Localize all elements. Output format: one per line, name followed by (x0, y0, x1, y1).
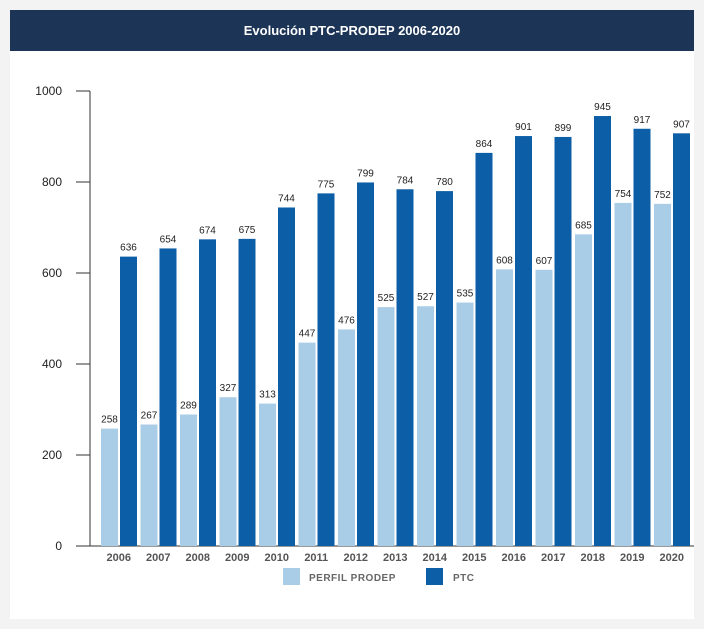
bar-perfil-prodep (417, 306, 434, 546)
data-label: 907 (673, 119, 690, 130)
data-label: 654 (160, 234, 177, 245)
legend-swatch (283, 568, 300, 585)
data-label: 327 (220, 383, 237, 394)
x-tick-label: 2019 (620, 552, 644, 564)
data-label: 535 (457, 289, 474, 300)
data-label: 675 (239, 225, 256, 236)
x-tick-label: 2015 (462, 552, 486, 564)
data-label: 899 (555, 123, 572, 134)
data-label: 685 (575, 220, 592, 231)
bar-ptc (120, 256, 137, 546)
data-label: 607 (536, 256, 553, 267)
x-tick-label: 2008 (186, 552, 210, 564)
bar-perfil-prodep (456, 302, 474, 546)
data-label: 864 (476, 139, 493, 150)
bar-perfil-prodep (101, 428, 118, 546)
data-label: 775 (318, 179, 335, 190)
bar-ptc (396, 189, 414, 546)
data-label: 476 (338, 315, 355, 326)
data-label: 289 (180, 401, 197, 412)
bar-ptc (199, 239, 216, 546)
data-label: 799 (357, 168, 374, 179)
x-tick-label: 2006 (107, 552, 131, 564)
bar-ptc (673, 133, 690, 546)
bar-ptc (278, 207, 295, 547)
x-tick-label: 2014 (423, 552, 448, 564)
x-tick-label: 2016 (502, 552, 526, 564)
data-label: 527 (417, 292, 434, 303)
bar-perfil-prodep (180, 414, 197, 546)
data-label: 636 (120, 243, 137, 254)
bar-perfil-prodep (654, 203, 671, 546)
bar-ptc (238, 238, 256, 546)
chart-title: Evolución PTC-PRODEP 2006-2020 (243, 23, 461, 38)
x-tick-label: 2018 (581, 552, 605, 564)
bar-perfil-prodep (377, 307, 395, 546)
data-label: 674 (199, 225, 216, 236)
legend-label: PERFIL PRODEP (309, 573, 396, 584)
bar-ptc (633, 128, 651, 546)
y-tick-label: 400 (42, 357, 62, 371)
bar-perfil-prodep (219, 397, 237, 546)
data-label: 447 (299, 329, 316, 340)
data-label: 945 (594, 102, 611, 113)
bar-perfil-prodep (338, 329, 355, 546)
bar-ptc (515, 136, 532, 547)
y-tick-label: 200 (42, 448, 62, 462)
x-tick-label: 2017 (541, 552, 565, 564)
bar-perfil-prodep (575, 234, 592, 546)
legend-label: PTC (453, 573, 475, 584)
x-tick-label: 2007 (146, 552, 170, 564)
data-label: 780 (436, 177, 453, 188)
data-label: 608 (496, 255, 513, 266)
bar-perfil-prodep (298, 342, 316, 546)
bar-ptc (554, 136, 572, 546)
chart-panel: 0 200 400 600 800 1000 258 636 2006 267 654 2007 289… (10, 51, 694, 619)
data-label: 754 (615, 189, 632, 200)
bar-ptc (317, 193, 335, 546)
data-label: 901 (515, 122, 532, 133)
data-label: 258 (101, 415, 118, 426)
data-label: 744 (278, 193, 295, 204)
bar-ptc (436, 191, 453, 546)
x-tick-label: 2009 (225, 552, 249, 564)
data-label: 267 (141, 411, 158, 422)
x-tick-label: 2020 (660, 552, 684, 564)
legend-swatch (426, 568, 443, 585)
data-label: 784 (397, 175, 414, 186)
x-tick-label: 2011 (304, 552, 328, 564)
bar-perfil-prodep (496, 269, 513, 546)
x-tick-label: 2012 (344, 552, 368, 564)
x-tick-label: 2010 (265, 552, 289, 564)
data-label: 525 (378, 293, 395, 304)
bar-chart: 0 200 400 600 800 1000 258 636 2006 267 654 2007 289… (35, 84, 694, 585)
bar-perfil-prodep (535, 269, 553, 546)
bar-ptc (159, 248, 177, 546)
data-label: 313 (259, 390, 276, 401)
bar-ptc (357, 182, 374, 546)
chart-title-bar: Evolución PTC-PRODEP 2006-2020 (10, 10, 694, 51)
y-tick-label: 800 (42, 175, 62, 189)
y-tick-label: 0 (55, 539, 62, 553)
y-tick-label: 1000 (35, 84, 62, 98)
bar-ptc (475, 152, 493, 546)
y-tick-label: 600 (42, 266, 62, 280)
bar-ptc (594, 116, 611, 547)
bar-perfil-prodep (614, 202, 632, 546)
data-label: 917 (634, 115, 651, 126)
data-label: 752 (654, 190, 671, 201)
bar-perfil-prodep (259, 403, 276, 546)
bar-perfil-prodep (140, 424, 158, 546)
x-tick-label: 2013 (383, 552, 407, 564)
